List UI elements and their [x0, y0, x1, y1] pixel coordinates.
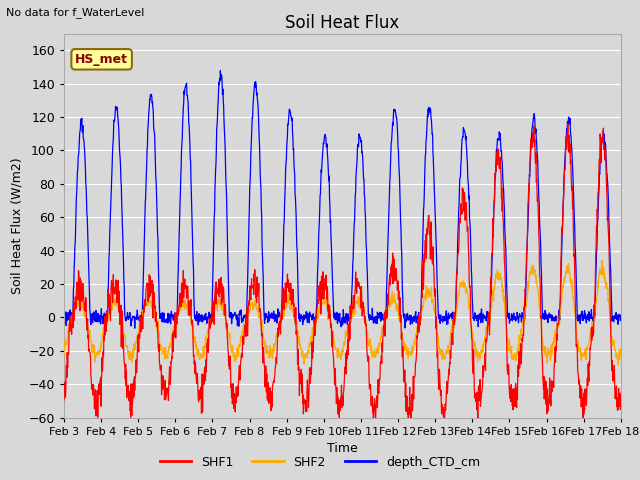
- Y-axis label: Soil Heat Flux (W/m2): Soil Heat Flux (W/m2): [10, 157, 23, 294]
- X-axis label: Time: Time: [327, 442, 358, 455]
- Legend: SHF1, SHF2, depth_CTD_cm: SHF1, SHF2, depth_CTD_cm: [155, 451, 485, 474]
- Text: No data for f_WaterLevel: No data for f_WaterLevel: [6, 7, 145, 18]
- Text: HS_met: HS_met: [75, 53, 128, 66]
- Title: Soil Heat Flux: Soil Heat Flux: [285, 14, 399, 32]
